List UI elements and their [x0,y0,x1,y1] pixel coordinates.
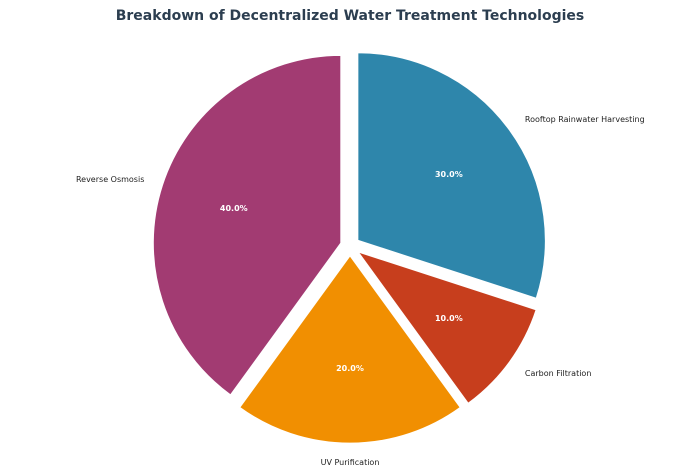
category-label-reverse-osmosis: Reverse Osmosis [76,175,144,184]
slice-reverse-osmosis [152,54,342,397]
percent-label-rooftop-rainwater-harvesting: 30.0% [435,170,463,179]
slice-uv-purification [238,254,462,445]
chart-title: Breakdown of Decentralized Water Treatme… [115,8,585,24]
category-label-rooftop-rainwater-harvesting: Rooftop Rainwater Harvesting [525,115,645,124]
slice-carbon-filtration [355,250,538,405]
category-label-uv-purification: UV Purification [321,458,380,467]
slice-rooftop-rainwater-harvesting [356,51,547,300]
percent-label-reverse-osmosis: 40.0% [220,204,248,213]
percent-label-uv-purification: 20.0% [336,364,364,373]
category-label-carbon-filtration: Carbon Filtration [525,369,591,378]
percent-label-carbon-filtration: 10.0% [435,314,463,323]
